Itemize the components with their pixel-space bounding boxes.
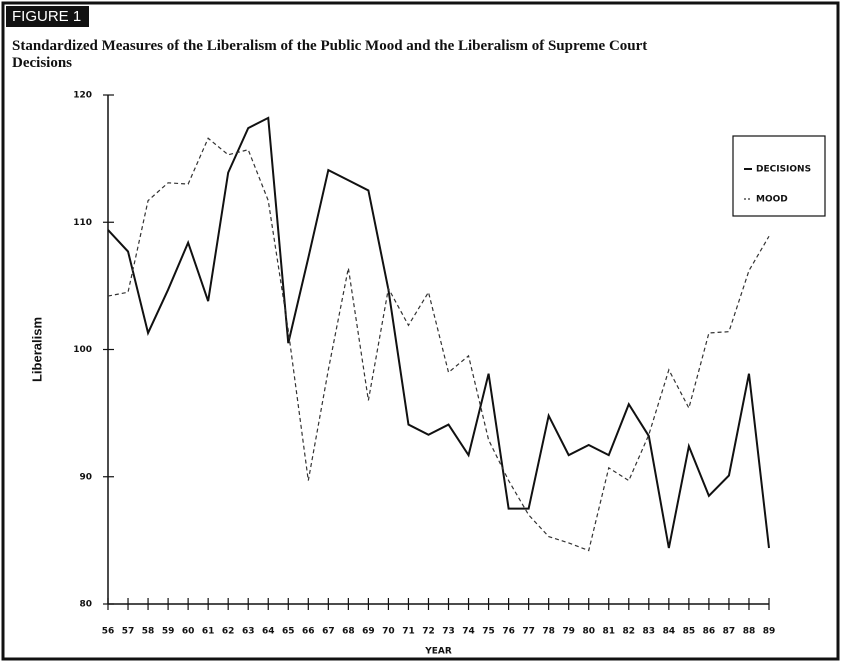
y-tick-label: 120: [73, 91, 92, 101]
x-tick-label: 80: [582, 627, 595, 637]
series-line: [107, 116, 770, 549]
x-tick-label: 69: [362, 627, 375, 637]
x-tick-label: 87: [723, 627, 736, 637]
x-tick-label: 88: [743, 627, 756, 637]
x-tick-label: 68: [342, 627, 355, 637]
x-tick-label: 65: [282, 627, 295, 637]
x-tick-label: 60: [182, 627, 195, 637]
y-tick-label: 110: [73, 218, 92, 228]
x-tick-label: 61: [202, 627, 215, 637]
x-tick-label: 76: [502, 627, 515, 637]
legend-box: [732, 135, 826, 217]
x-tick-label: 79: [562, 627, 575, 637]
x-tick-label: 89: [763, 627, 776, 637]
x-tick-label: 56: [102, 627, 115, 637]
legend-label: MOOD: [756, 195, 788, 205]
x-tick-label: 71: [402, 627, 415, 637]
x-tick-label: 86: [703, 627, 716, 637]
x-tick-label: 85: [683, 627, 696, 637]
x-tick-label: 74: [462, 627, 475, 637]
chart-title: Standardized Measures of the Liberalism …: [12, 38, 648, 71]
x-tick-label: 72: [422, 627, 435, 637]
x-tick-label: 62: [222, 627, 235, 637]
x-tick-label: 83: [643, 627, 656, 637]
x-tick-label: 75: [482, 627, 495, 637]
y-tick-label: 80: [79, 600, 92, 610]
x-tick-label: 77: [522, 627, 535, 637]
x-tick-label: 64: [262, 627, 275, 637]
x-tick-label: 67: [322, 627, 335, 637]
series-line: [107, 137, 770, 552]
y-axis-label: Liberalism: [29, 317, 44, 382]
x-tick-label: 81: [602, 627, 615, 637]
x-tick-label: 57: [122, 627, 135, 637]
figure-label: FIGURE 1: [6, 6, 90, 27]
x-tick-label: 73: [442, 627, 455, 637]
x-tick-label: 78: [542, 627, 555, 637]
legend-label: DECISIONS: [756, 165, 811, 175]
x-tick-label: 59: [162, 627, 175, 637]
y-tick-label: 90: [79, 472, 92, 482]
x-tick-label: 70: [382, 627, 395, 637]
x-axis-label: YEAR: [424, 647, 452, 657]
x-tick-label: 66: [302, 627, 315, 637]
x-tick-label: 82: [623, 627, 636, 637]
x-tick-label: 58: [142, 627, 155, 637]
x-tick-label: 63: [242, 627, 255, 637]
y-tick-label: 100: [73, 345, 92, 355]
x-tick-label: 84: [663, 627, 676, 637]
